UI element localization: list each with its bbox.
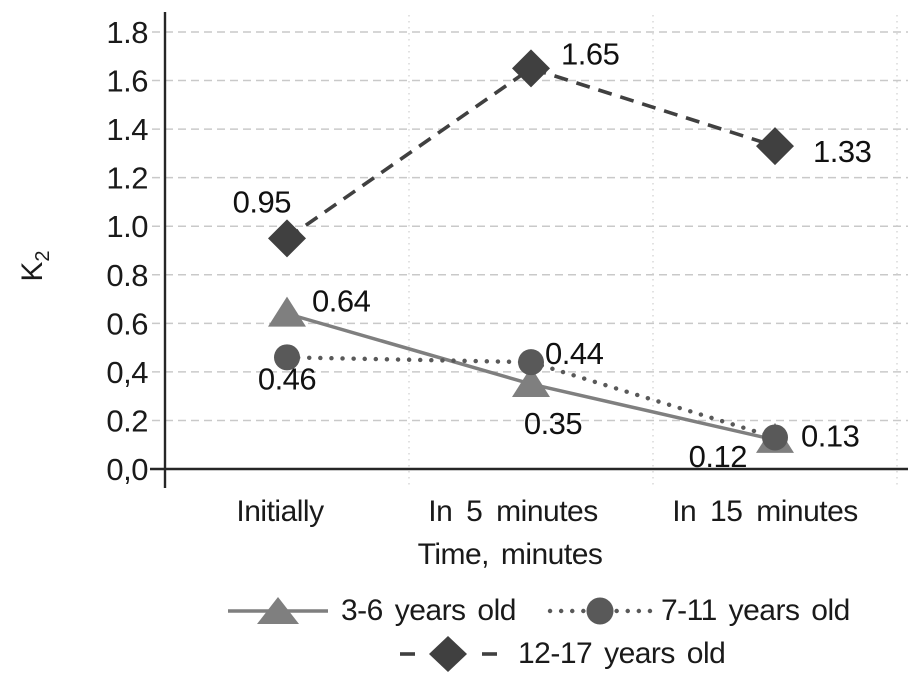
legend-label-7-11: 7-11 years old <box>660 594 850 627</box>
circle-marker-icon <box>586 597 614 625</box>
y-tick-0,0: 0,0 <box>106 452 148 487</box>
y-tick-1.2: 1.2 <box>106 161 148 196</box>
marker-diamond-12-17-years-old-0 <box>268 219 306 258</box>
legend-swatch-3-6 <box>228 597 328 624</box>
data-label-7-11-years-old-2: 0.13 <box>801 418 859 453</box>
series-12-17-years-old-line <box>285 66 776 240</box>
data-label-3-6-years-old-0: 0.64 <box>312 284 371 319</box>
x-tick-in-15-minutes: In 15 minutes <box>672 495 858 528</box>
legend-swatch-12-17 <box>400 636 497 672</box>
data-label-12-17-years-old-0: 0.95 <box>233 184 291 219</box>
y-tick-1.4: 1.4 <box>106 112 148 147</box>
data-label-12-17-years-old-1: 1.65 <box>561 36 619 71</box>
y-axis-title: K2 <box>16 250 54 282</box>
y-tick-1.0: 1.0 <box>106 209 148 244</box>
legend-label-12-17: 12-17 years old <box>518 637 726 670</box>
legend-label-3-6: 3-6 years old <box>341 594 516 627</box>
data-label-7-11-years-old-1: 0.44 <box>545 336 604 371</box>
legend-swatch-7-11 <box>547 597 654 625</box>
diamond-marker-icon <box>429 636 467 672</box>
y-tick-1.8: 1.8 <box>106 15 148 50</box>
data-label-12-17-years-old-2: 1.33 <box>813 134 871 169</box>
marker-circle-7-11-years-old-1 <box>518 349 544 376</box>
legend-row-1: 3-6 years old 7-11 years old <box>228 593 850 629</box>
triangle-marker-icon <box>257 597 299 624</box>
marker-diamond-12-17-years-old-1 <box>512 49 550 88</box>
y-tick-0.8: 0.8 <box>106 258 148 293</box>
marker-triangle-3-6-years-old-1 <box>512 367 550 398</box>
marker-circle-7-11-years-old-0 <box>274 344 300 371</box>
data-label-3-6-years-old-1: 0.35 <box>524 406 582 441</box>
marker-triangle-3-6-years-old-0 <box>268 296 306 327</box>
data-label-7-11-years-old-0: 0.46 <box>258 361 316 396</box>
x-tick-initially: Initially <box>236 495 324 528</box>
marker-diamond-12-17-years-old-2 <box>756 127 794 166</box>
x-tick-in-5-minutes: In 5 minutes <box>428 495 598 528</box>
marker-circle-7-11-years-old-2 <box>762 424 788 451</box>
y-tick-1.6: 1.6 <box>106 64 148 99</box>
x-axis-title: Time, minutes <box>417 538 603 571</box>
y-tick-0,4: 0,4 <box>106 355 148 390</box>
legend-row-2: 12-17 years old <box>400 636 726 672</box>
y-tick-0.6: 0.6 <box>106 306 148 341</box>
y-tick-0.2: 0.2 <box>106 403 148 438</box>
data-label-3-6-years-old-2: 0.12 <box>689 439 747 474</box>
y-axis-title-subscript: 2 <box>32 250 54 262</box>
